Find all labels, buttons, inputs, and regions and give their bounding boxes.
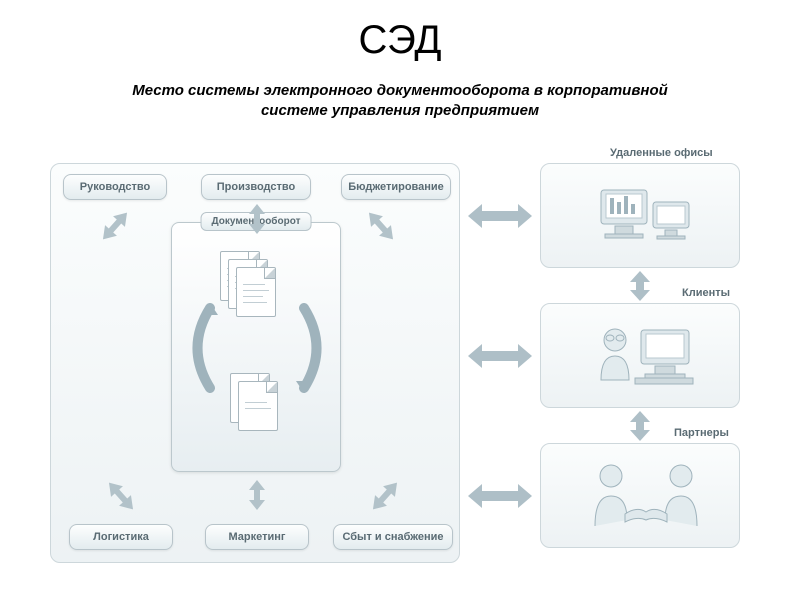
box-budgeting: Бюджетирование: [341, 174, 451, 200]
arrow-bc-icon: [247, 480, 267, 510]
page-title: СЭД: [0, 0, 800, 63]
card-clients: [540, 303, 740, 408]
box-supply: Сбыт и снабжение: [333, 524, 453, 550]
arrow-tc-icon: [247, 204, 267, 234]
left-panel: Руководство Производство Бюджетирование …: [50, 163, 460, 563]
cycle-arrow-right-icon: [294, 303, 334, 393]
arrow-bl-icon: [102, 476, 141, 516]
box-production: Производство: [201, 174, 311, 200]
center-docflow-box: Документооборот: [171, 222, 341, 472]
card-partners: [540, 443, 740, 548]
box-logistics: Логистика: [69, 524, 173, 550]
computer-icon: [591, 182, 701, 259]
label-remote: Удаленные офисы: [610, 147, 713, 159]
link-arrow-1-icon: [468, 201, 532, 231]
arrow-tr-icon: [362, 206, 401, 246]
person-pc-icon: [587, 318, 707, 403]
handshake-icon: [581, 456, 711, 545]
card-remote: [540, 163, 740, 268]
arrow-tl-icon: [96, 206, 135, 246]
link-arrow-3-icon: [468, 481, 532, 511]
cycle-arrow-left-icon: [180, 303, 220, 393]
page-subtitle: Место системы электронного документообор…: [0, 63, 800, 120]
label-partners: Партнеры: [674, 427, 729, 439]
label-clients: Клиенты: [682, 287, 730, 299]
vlink-arrow-1-icon: [628, 271, 652, 301]
box-management: Руководство: [63, 174, 167, 200]
box-marketing: Маркетинг: [205, 524, 309, 550]
link-arrow-2-icon: [468, 341, 532, 371]
vlink-arrow-2-icon: [628, 411, 652, 441]
arrow-br-icon: [366, 476, 405, 516]
diagram-canvas: Руководство Производство Бюджетирование …: [50, 145, 750, 585]
